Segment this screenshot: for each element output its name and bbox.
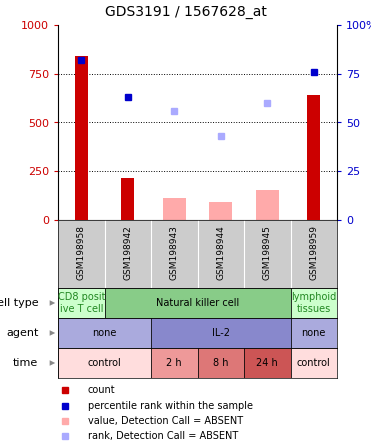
Bar — [197, 348, 244, 378]
Bar — [290, 288, 337, 318]
Bar — [58, 318, 151, 348]
Bar — [290, 318, 337, 348]
Bar — [209, 202, 232, 220]
Text: none: none — [302, 328, 326, 338]
Bar — [121, 178, 134, 220]
Text: value, Detection Call = ABSENT: value, Detection Call = ABSENT — [88, 416, 243, 426]
Bar — [256, 190, 279, 220]
Text: cell type: cell type — [0, 298, 39, 308]
Bar — [105, 288, 290, 318]
Bar — [151, 318, 290, 348]
Text: control: control — [88, 358, 121, 368]
Text: 8 h: 8 h — [213, 358, 229, 368]
Text: IL-2: IL-2 — [212, 328, 230, 338]
Text: lymphoid
tissues: lymphoid tissues — [291, 292, 336, 314]
Bar — [307, 95, 320, 220]
Bar — [162, 198, 186, 220]
Bar — [151, 348, 197, 378]
Text: rank, Detection Call = ABSENT: rank, Detection Call = ABSENT — [88, 431, 238, 441]
Text: 2 h: 2 h — [167, 358, 182, 368]
Bar — [58, 348, 151, 378]
Text: GSM198944: GSM198944 — [216, 226, 225, 280]
Text: GSM198942: GSM198942 — [123, 226, 132, 280]
Bar — [58, 288, 105, 318]
Text: agent: agent — [6, 328, 39, 338]
Text: CD8 posit
ive T cell: CD8 posit ive T cell — [58, 292, 105, 314]
Bar — [75, 56, 88, 220]
Text: control: control — [297, 358, 331, 368]
Text: 24 h: 24 h — [256, 358, 278, 368]
Text: percentile rank within the sample: percentile rank within the sample — [88, 401, 253, 411]
Text: time: time — [13, 358, 39, 368]
Text: count: count — [88, 385, 115, 395]
Bar — [244, 348, 290, 378]
Text: GSM198943: GSM198943 — [170, 226, 179, 280]
Text: GSM198959: GSM198959 — [309, 226, 318, 281]
Text: GDS3191 / 1567628_at: GDS3191 / 1567628_at — [105, 5, 266, 19]
Text: GSM198945: GSM198945 — [263, 226, 272, 280]
Text: none: none — [92, 328, 117, 338]
Text: GSM198958: GSM198958 — [77, 226, 86, 281]
Bar — [290, 348, 337, 378]
Text: Natural killer cell: Natural killer cell — [156, 298, 239, 308]
